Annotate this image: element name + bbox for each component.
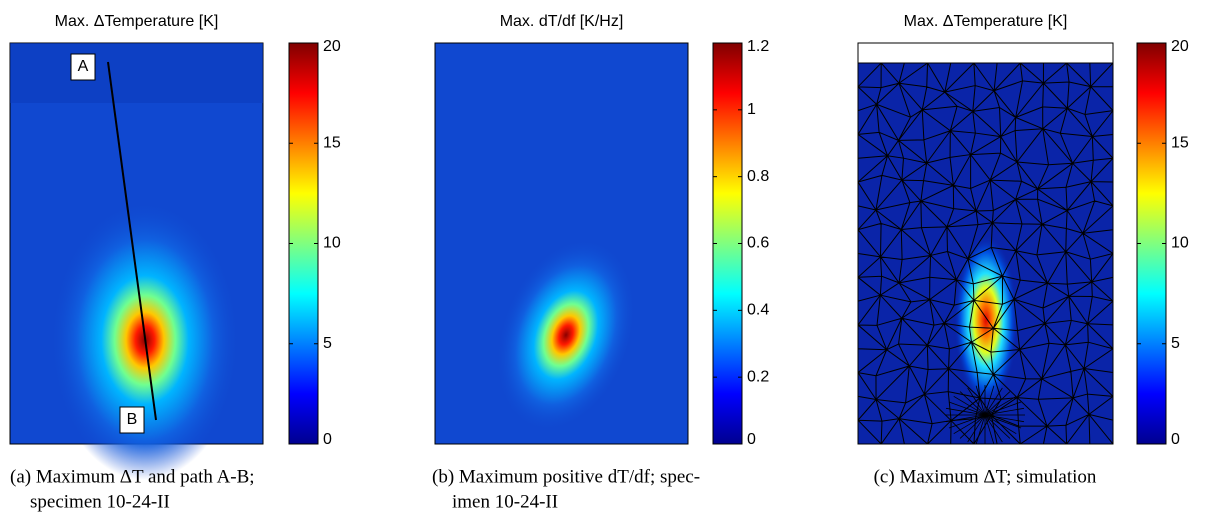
colorbar-tick-label: 15 — [1171, 134, 1189, 151]
colorbar-tick-label: 0.4 — [747, 302, 769, 319]
caption: (c) Maximum ΔT; simulation — [874, 466, 1097, 487]
white-strip — [857, 42, 1114, 64]
mesh-lines — [858, 63, 1113, 444]
colorbar-tick-label: 1 — [747, 101, 756, 118]
caption: (b) Maximum positive dT/df; spec- — [432, 466, 700, 487]
panel-title: Max. ΔTemperature [K] — [55, 13, 219, 30]
hotspot — [954, 235, 1018, 405]
caption: (a) Maximum ΔT and path A-B; — [10, 466, 255, 487]
colorbar-tick-label: 0 — [323, 431, 332, 448]
caption: specimen 10-24-II — [30, 491, 170, 512]
path-line — [107, 61, 157, 421]
colorbar-tick-label: 0.6 — [747, 235, 769, 252]
heatmap-shade — [10, 43, 263, 103]
colorbar — [1136, 42, 1167, 445]
colorbar-tick-label: 0 — [1171, 431, 1180, 448]
label-box — [119, 406, 145, 434]
colorbar — [288, 42, 319, 445]
colorbar-tick-label: 1.2 — [747, 38, 769, 55]
colorbar-tick-label: 0.8 — [747, 168, 769, 185]
colorbar — [712, 42, 743, 445]
colorbar-tick-label: 0 — [747, 431, 756, 448]
panel-title: Max. dT/df [K/Hz] — [500, 13, 624, 30]
colorbar-tick-label: 10 — [323, 235, 341, 252]
colorbar-tick-label: 10 — [1171, 235, 1189, 252]
colorbar-tick-label: 5 — [1171, 335, 1180, 352]
colorbar-tick-label: 20 — [323, 38, 341, 55]
mesh — [858, 63, 1113, 444]
colorbar-tick-label: 0.2 — [747, 368, 769, 385]
annotation: A — [78, 58, 89, 75]
hotspot — [495, 238, 637, 432]
panel-title: Max. ΔTemperature [K] — [904, 13, 1068, 30]
colorbar-tick-label: 5 — [323, 335, 332, 352]
mesh-fan — [945, 407, 1025, 423]
colorbar-tick-label: 20 — [1171, 38, 1189, 55]
caption: imen 10-24-II — [452, 491, 558, 512]
annotation: B — [127, 411, 138, 428]
label-box — [70, 53, 96, 81]
colorbar-tick-label: 15 — [323, 134, 341, 151]
